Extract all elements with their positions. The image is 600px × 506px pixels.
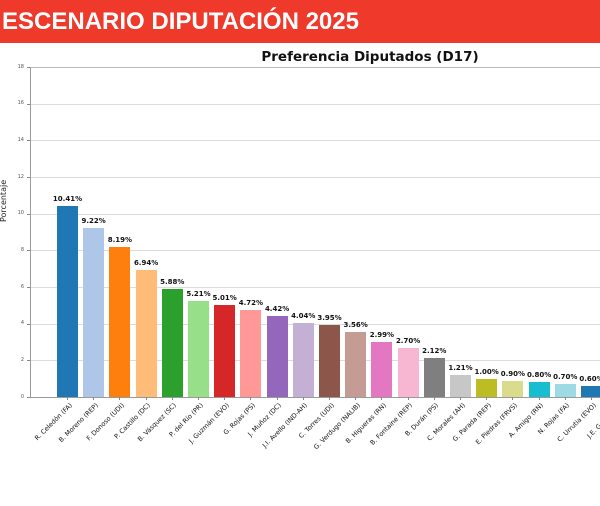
y-tick-mark	[27, 397, 30, 398]
x-tick-mark	[591, 397, 592, 400]
y-tick-mark	[27, 214, 30, 215]
y-tick-label: 2	[0, 358, 24, 363]
x-tick-mark	[355, 397, 356, 400]
bar-value-label: 0.60%	[569, 375, 600, 383]
bar	[109, 247, 130, 397]
x-tick-mark	[303, 397, 304, 400]
bar	[57, 206, 78, 397]
x-tick-mark	[93, 397, 94, 400]
y-tick-mark	[27, 287, 30, 288]
bar-value-label: 9.22%	[71, 217, 117, 225]
y-tick-label: 0	[0, 395, 24, 400]
screenshot-root: { "header": { "title": "ESCENARIO DIPUTA…	[0, 0, 600, 450]
y-tick-mark	[27, 324, 30, 325]
bar	[581, 386, 600, 397]
bar-value-label: 2.12%	[411, 347, 457, 355]
bar	[188, 301, 209, 397]
x-tick-mark	[381, 397, 382, 400]
bar	[136, 270, 157, 397]
y-tick-label: 12	[0, 175, 24, 180]
y-tick-label: 10	[0, 211, 24, 216]
x-tick-label: C. Urrutia (EVO)	[494, 402, 598, 506]
bar	[450, 375, 471, 397]
gridline	[31, 214, 600, 215]
y-tick-mark	[27, 177, 30, 178]
x-tick-mark	[329, 397, 330, 400]
app-header-banner: ESCENARIO DIPUTACIÓN 2025	[0, 0, 600, 43]
chart-title: Preferencia Diputados (D17)	[30, 49, 600, 65]
bar	[214, 305, 235, 397]
x-tick-mark	[486, 397, 487, 400]
y-tick-label: 8	[0, 248, 24, 253]
gridline	[31, 104, 600, 105]
x-tick-mark	[119, 397, 120, 400]
x-tick-mark	[198, 397, 199, 400]
x-tick-mark	[408, 397, 409, 400]
x-tick-mark	[565, 397, 566, 400]
y-tick-mark	[27, 360, 30, 361]
bar-value-label: 8.19%	[97, 236, 143, 244]
bar	[371, 342, 392, 397]
plot-area: 10.41%R. Celedón (FA)9.22%B. Moreno (REP…	[30, 67, 600, 398]
bar	[529, 382, 550, 397]
app-header-title: ESCENARIO DIPUTACIÓN 2025	[0, 8, 359, 36]
bar	[162, 289, 183, 397]
y-tick-label: 4	[0, 321, 24, 326]
y-tick-mark	[27, 104, 30, 105]
gridline	[31, 177, 600, 178]
x-tick-mark	[277, 397, 278, 400]
bar-value-label: 5.88%	[149, 278, 195, 286]
y-tick-label: 18	[0, 65, 24, 70]
bar-value-label: 2.70%	[385, 337, 431, 345]
bar	[319, 325, 340, 397]
x-tick-mark	[250, 397, 251, 400]
bar-value-label: 6.94%	[123, 259, 169, 267]
x-tick-mark	[460, 397, 461, 400]
bar-value-label: 3.56%	[333, 321, 379, 329]
y-tick-mark	[27, 250, 30, 251]
gridline	[31, 140, 600, 141]
bar	[476, 379, 497, 397]
bar	[83, 228, 104, 397]
x-tick-mark	[146, 397, 147, 400]
y-tick-mark	[27, 67, 30, 68]
bar	[345, 332, 366, 397]
bar	[240, 310, 261, 397]
gridline	[31, 67, 600, 68]
y-tick-label: 14	[0, 138, 24, 143]
x-tick-mark	[434, 397, 435, 400]
bar-value-label: 10.41%	[45, 195, 91, 203]
bar	[293, 323, 314, 397]
x-tick-mark	[224, 397, 225, 400]
y-tick-label: 6	[0, 285, 24, 290]
bar	[502, 381, 523, 398]
bar	[555, 384, 576, 397]
x-tick-mark	[512, 397, 513, 400]
y-tick-mark	[27, 140, 30, 141]
x-tick-mark	[539, 397, 540, 400]
x-tick-mark	[172, 397, 173, 400]
bar	[267, 316, 288, 397]
y-tick-label: 16	[0, 101, 24, 106]
x-tick-mark	[67, 397, 68, 400]
